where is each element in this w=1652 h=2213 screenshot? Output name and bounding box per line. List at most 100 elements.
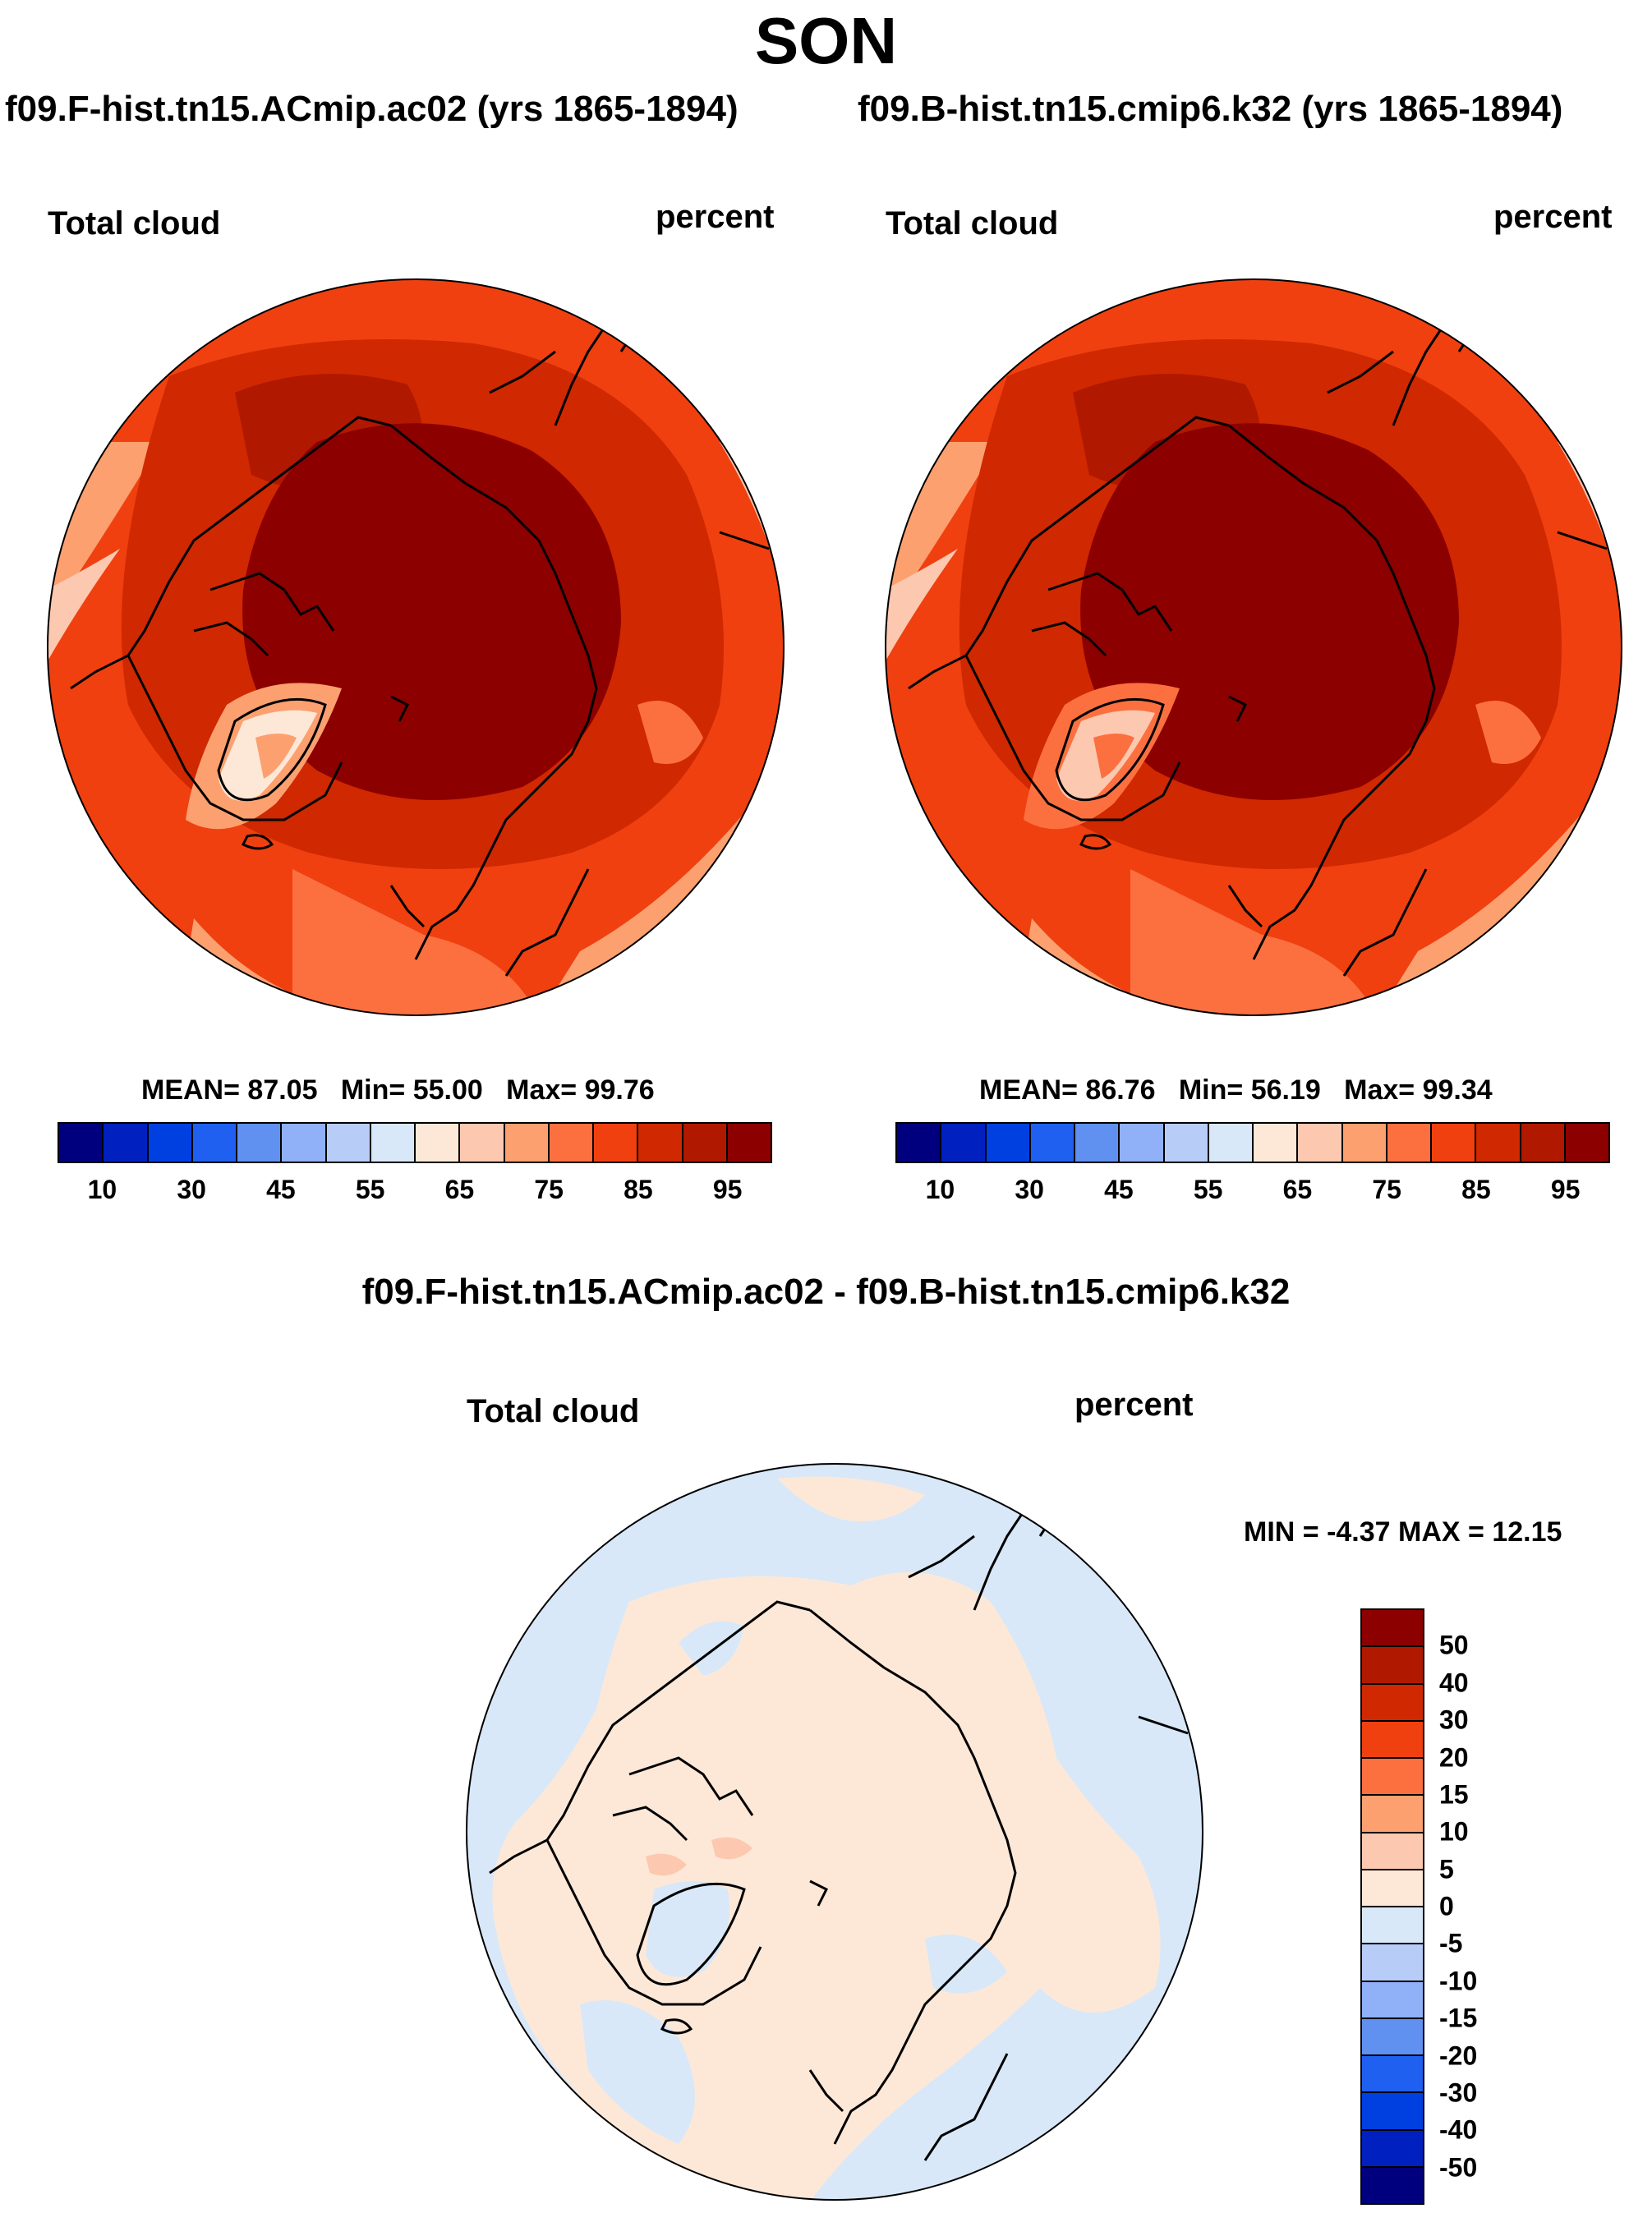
colorbar-swatch [941,1124,987,1162]
colorbar-swatch [1208,1124,1254,1162]
colorbar-swatch [1362,1684,1423,1722]
colorbar-tick-label: -30 [1439,2077,1478,2108]
colorbar-swatch [1362,2130,1423,2168]
colorbar-swatch [638,1124,683,1162]
colorbar-swatch [1362,2018,1423,2056]
colorbar-tick-label: 85 [1461,1175,1491,1204]
colorbar-swatch [897,1124,942,1162]
colorbar-swatch [986,1124,1031,1162]
colorbar-swatch [1298,1124,1343,1162]
colorbar-swatch [1362,1907,1423,1945]
colorbar-tick-label: 30 [1439,1705,1469,1735]
left-colorbar [58,1122,772,1163]
right-colorbar-ticks: 10 30 45 55 65 75 85 95 [895,1175,1610,1208]
colorbar-swatch [1030,1124,1075,1162]
colorbar-swatch [192,1124,237,1162]
colorbar-tick-label: 45 [1104,1175,1134,1204]
right-stats: MEAN= 86.76 Min= 56.19 Max= 99.34 [979,1074,1493,1106]
colorbar-swatch [683,1124,728,1162]
right-colorbar [895,1122,1610,1163]
colorbar-swatch [1432,1124,1477,1162]
colorbar-tick-label: 95 [1550,1175,1581,1204]
page-title: SON [754,4,898,77]
colorbar-swatch [594,1124,639,1162]
colorbar-swatch [1521,1124,1566,1162]
left-polar-map [47,278,785,1016]
colorbar-tick-label: -40 [1439,2114,1478,2145]
colorbar-tick-label: 55 [355,1175,385,1204]
left-panel-title: f09.F-hist.tn15.ACmip.ac02 (yrs 1865-189… [5,89,739,129]
colorbar-swatch [504,1124,550,1162]
colorbar-tick-label: -20 [1439,2040,1478,2070]
right-variable-label: Total cloud [886,205,1059,242]
colorbar-swatch [59,1124,104,1162]
colorbar-tick-label: 85 [624,1175,653,1204]
colorbar-swatch [1362,2056,1423,2094]
left-units-label: percent [656,199,775,235]
colorbar-swatch [326,1124,371,1162]
colorbar-swatch [1362,1833,1423,1870]
colorbar-swatch [370,1124,416,1162]
colorbar-tick-label: 40 [1439,1668,1469,1698]
colorbar-swatch [1120,1124,1165,1162]
colorbar-swatch [1362,1981,1423,2019]
colorbar-swatch [416,1124,461,1162]
colorbar-tick-label: 10 [1439,1816,1469,1847]
colorbar-tick-label: 45 [266,1175,296,1204]
colorbar-swatch [460,1124,505,1162]
right-units-label: percent [1493,199,1613,235]
colorbar-swatch [104,1124,149,1162]
colorbar-swatch [1362,1796,1423,1833]
colorbar-swatch [1362,1721,1423,1759]
colorbar-tick-label: 65 [444,1175,475,1204]
colorbar-swatch [148,1124,193,1162]
colorbar-swatch [1362,1759,1423,1797]
colorbar-tick-label: 10 [925,1175,955,1204]
colorbar-tick-label: 5 [1439,1854,1454,1884]
colorbar-tick-label: 55 [1193,1175,1223,1204]
colorbar-tick-label: 65 [1282,1175,1313,1204]
colorbar-swatch [1362,1870,1423,1907]
left-variable-label: Total cloud [48,205,221,242]
colorbar-tick-label: 75 [1372,1175,1401,1204]
diff-colorbar-ticks: 50 40 30 20 15 10 5 0 -5 -10 -15 -20 -30 -40 -50 [1439,1608,1513,2205]
colorbar-swatch [1565,1124,1608,1162]
left-colorbar-ticks: 10 30 45 55 65 75 85 95 [58,1175,772,1208]
right-polar-map [885,278,1622,1016]
colorbar-tick-label: 10 [87,1175,117,1204]
colorbar-swatch [282,1124,327,1162]
diff-polar-map [466,1463,1203,2201]
colorbar-swatch [1075,1124,1121,1162]
colorbar-swatch [1362,1647,1423,1685]
colorbar-tick-label: 95 [712,1175,743,1204]
diff-minmax: MIN = -4.37 MAX = 12.15 [1244,1516,1562,1548]
colorbar-tick-label: 0 [1439,1891,1454,1921]
colorbar-swatch [1362,2093,1423,2131]
diff-variable-label: Total cloud [467,1393,640,1429]
colorbar-swatch [1342,1124,1387,1162]
colorbar-tick-label: -10 [1439,1966,1478,1996]
colorbar-swatch [1387,1124,1432,1162]
left-stats: MEAN= 87.05 Min= 55.00 Max= 99.76 [141,1074,655,1106]
colorbar-tick-label: 75 [534,1175,564,1204]
colorbar-tick-label: 50 [1439,1630,1469,1660]
colorbar-tick-label: -15 [1439,2003,1478,2033]
colorbar-tick-label: -5 [1439,1928,1463,1958]
colorbar-swatch [1164,1124,1209,1162]
colorbar-swatch [1476,1124,1521,1162]
diff-title: f09.F-hist.tn15.ACmip.ac02 - f09.B-hist.… [361,1272,1291,1312]
colorbar-tick-label: -50 [1439,2152,1478,2183]
colorbar-swatch [1254,1124,1299,1162]
colorbar-tick-label: 30 [177,1175,206,1204]
right-panel-title: f09.B-hist.tn15.cmip6.k32 (yrs 1865-1894… [858,89,1563,129]
diff-colorbar [1360,1608,1424,2205]
diff-units-label: percent [1074,1387,1194,1423]
colorbar-tick-label: 15 [1439,1779,1469,1810]
colorbar-swatch [1362,1944,1423,1982]
colorbar-swatch [1362,2167,1423,2203]
colorbar-swatch [237,1124,283,1162]
colorbar-swatch [727,1124,771,1162]
colorbar-swatch [1362,1610,1423,1648]
colorbar-tick-label: 20 [1439,1742,1469,1772]
colorbar-swatch [549,1124,594,1162]
